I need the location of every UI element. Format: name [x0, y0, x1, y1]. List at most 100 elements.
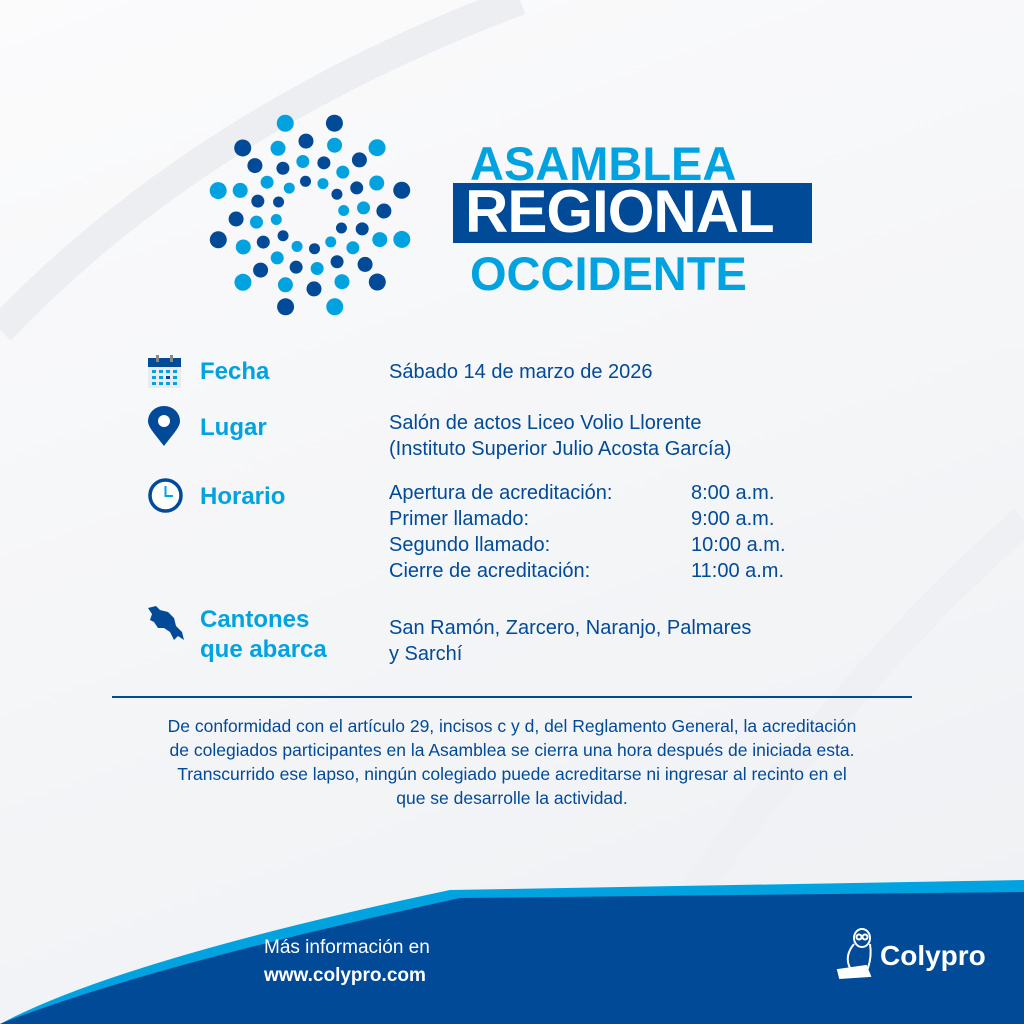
logo-dot	[351, 152, 367, 168]
schedule-time: 8:00 a.m.	[691, 482, 775, 504]
info-label: Más información en	[264, 937, 430, 958]
cantones-label-line1: Cantones	[200, 606, 310, 633]
clock-icon	[148, 478, 183, 513]
schedule-time: 9:00 a.m.	[691, 508, 775, 530]
logo-dot	[355, 222, 369, 236]
logo-dot	[369, 175, 385, 191]
note-line: De conformidad con el artículo 29, incis…	[167, 716, 857, 736]
logo-dot	[357, 201, 371, 215]
schedule-event: Cierre de acreditación:	[389, 560, 591, 582]
logo-dot	[228, 211, 244, 227]
logo-dot	[350, 181, 364, 195]
title-line2: REGIONAL	[465, 178, 775, 245]
logo-dot	[296, 154, 310, 168]
divider	[112, 696, 912, 698]
logo-dot	[326, 298, 344, 316]
schedule-event: Apertura de acreditación:	[389, 482, 613, 504]
logo-dot	[327, 137, 343, 153]
logo-dot	[338, 205, 350, 217]
logo-dot	[247, 158, 263, 174]
logo-dot	[325, 236, 337, 248]
logo-dot	[357, 256, 373, 272]
logo-dot	[298, 133, 314, 149]
cantones-value-line2: y Sarchí	[389, 643, 463, 665]
costa-rica-map-icon	[148, 606, 184, 640]
logo-dot	[368, 139, 386, 157]
schedule-event: Segundo llamado:	[389, 534, 551, 556]
schedule-time: 11:00 a.m.	[691, 560, 785, 582]
logo-dot	[277, 230, 289, 242]
logo-dot	[291, 240, 303, 252]
logo-dot	[270, 251, 284, 265]
logo-dot	[376, 203, 392, 219]
regulation-note: De conformidad con el artículo 29, incis…	[100, 714, 924, 810]
calendar-icon	[148, 355, 181, 388]
logo-dot	[253, 262, 269, 278]
horario-label: Horario	[200, 483, 286, 510]
logo-dot	[256, 235, 270, 249]
logo-dot	[346, 241, 360, 255]
logo-dot	[273, 196, 285, 208]
note-line: que se desarrolle la actividad.	[396, 788, 628, 808]
footer-info: Más información en www.colypro.com	[264, 934, 430, 990]
logo-dot	[368, 273, 386, 291]
logo-dot	[393, 230, 411, 248]
owl-logo-icon	[836, 928, 872, 980]
schedule-row: Primer llamado: 9:00 a.m.	[389, 506, 786, 532]
logo-dot	[310, 262, 324, 276]
logo-dot	[209, 182, 227, 200]
title-highlight-box	[453, 183, 812, 243]
logo-dot	[289, 260, 303, 274]
logo-dot	[249, 215, 263, 229]
note-line: Transcurrido ese lapso, ningún colegiado…	[177, 764, 847, 784]
logo-dot	[334, 274, 350, 290]
location-pin-icon	[148, 406, 180, 446]
note-line: de colegiados participantes en la Asambl…	[169, 740, 855, 760]
logo-dot	[277, 298, 295, 316]
schedule-time: 10:00 a.m.	[691, 534, 786, 556]
fecha-value: Sábado 14 de marzo de 2026	[389, 361, 653, 383]
footer-band	[0, 892, 1024, 1024]
brand-name: Colypro	[880, 940, 986, 971]
logo-dot	[232, 182, 248, 198]
lugar-label: Lugar	[200, 414, 267, 441]
logo-dot	[325, 114, 343, 132]
lugar-value-line2: (Instituto Superior Julio Acosta García)	[389, 438, 732, 460]
logo-dot	[336, 165, 350, 179]
logo-dot	[209, 231, 227, 249]
lugar-value-line1: Salón de actos Liceo Volio Llorente	[389, 412, 702, 434]
schedule-row: Apertura de acreditación: 8:00 a.m.	[389, 480, 786, 506]
logo-dot	[372, 232, 388, 248]
logo-dot	[260, 175, 274, 189]
logo-dot	[270, 213, 282, 225]
logo-dot	[276, 161, 290, 175]
logo-dot	[317, 178, 329, 190]
website-link[interactable]: www.colypro.com	[264, 965, 426, 986]
cantones-value-line1: San Ramón, Zarcero, Naranjo, Palmares	[389, 617, 752, 639]
logo-dot	[234, 139, 252, 157]
title-line1: ASAMBLEA	[470, 137, 737, 190]
logo-dot	[306, 281, 322, 297]
logo-dot	[277, 277, 293, 293]
schedule-row: Cierre de acreditación: 11:00 a.m.	[389, 558, 786, 584]
logo-dot	[330, 255, 344, 269]
logo-dot	[276, 114, 294, 132]
logo-dot	[335, 222, 347, 234]
logo-dot	[234, 273, 252, 291]
asamblea-logo	[209, 114, 411, 316]
logo-dot	[393, 181, 411, 199]
schedule-row: Segundo llamado: 10:00 a.m.	[389, 532, 786, 558]
logo-dot	[308, 243, 320, 255]
logo-dot	[251, 194, 265, 208]
logo-dot	[331, 188, 343, 200]
logo-dot	[235, 239, 251, 255]
fecha-label: Fecha	[200, 358, 270, 385]
title-line3: OCCIDENTE	[470, 247, 747, 300]
schedule-list: Apertura de acreditación: 8:00 a.m. Prime…	[389, 480, 786, 584]
logo-dot	[283, 182, 295, 194]
logo-dot	[270, 140, 286, 156]
logo-dot	[317, 156, 331, 170]
schedule-event: Primer llamado:	[389, 508, 530, 530]
logo-dot	[300, 175, 312, 187]
